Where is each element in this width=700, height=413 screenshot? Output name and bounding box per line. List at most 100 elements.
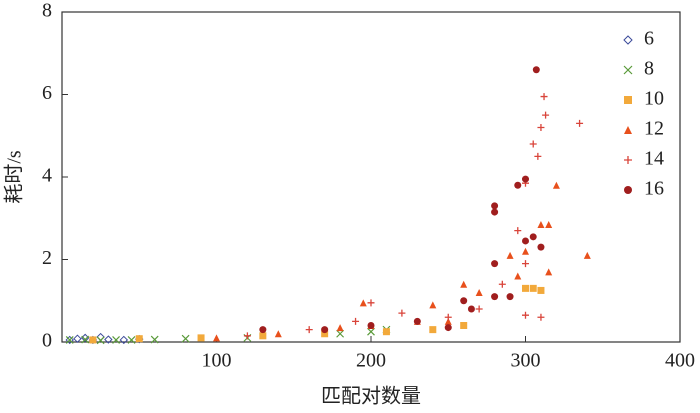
x-tick-label: 400 [665,350,695,372]
point [444,317,452,325]
point [534,152,542,160]
point [540,93,548,101]
point [552,181,560,189]
legend-label: 14 [644,148,664,170]
point [65,335,74,345]
x-axis-label: 匹配对数量 [321,385,421,408]
y-axis-label: 耗时/s [3,150,26,204]
point [506,293,514,301]
y-tick-label: 0 [42,330,52,352]
point [537,220,545,228]
point [429,326,437,334]
point [367,327,375,336]
legend-label: 6 [644,28,654,50]
point [491,202,499,210]
point [96,336,105,345]
point [197,334,205,342]
point [522,260,529,268]
point [522,237,529,245]
point [545,220,553,228]
y-tick-label: 4 [42,165,52,187]
point [367,322,375,329]
point [119,335,129,345]
point [352,317,360,325]
legend-marker [623,65,633,75]
point [460,297,468,305]
y-tick-label: 2 [42,247,52,269]
point [529,233,537,241]
point [336,324,344,332]
point [321,330,329,338]
point [475,305,483,313]
point [181,334,190,343]
legend-marker [624,186,632,194]
point [491,293,499,301]
x-tick-label: 200 [356,350,386,372]
legend-label: 10 [644,88,664,110]
legend-label: 8 [644,58,654,80]
point [398,309,406,317]
point [514,272,522,280]
point [96,332,105,342]
point [444,324,452,332]
legend-marker [623,35,633,45]
point [135,335,143,343]
point [522,284,529,292]
point [429,301,437,309]
point [491,260,499,268]
point [522,247,529,255]
point [529,140,537,148]
point [537,243,545,251]
x-tick-label: 300 [511,350,541,372]
y-tick-label: 8 [42,0,52,22]
point [537,286,545,294]
legend-label: 12 [644,118,664,140]
point [583,251,591,259]
point [359,299,367,307]
point [259,332,267,340]
legend-marker [624,156,632,164]
point [65,336,74,344]
point [475,289,483,296]
point [259,326,267,334]
point [413,317,421,325]
plot-frame [61,11,681,343]
point [542,111,550,119]
legend-marker [624,126,632,134]
point [467,305,475,313]
point [460,280,468,288]
point [382,328,390,336]
point [336,329,345,338]
legend-marker [624,96,632,104]
point [537,313,545,321]
point [491,208,499,216]
point [522,311,529,319]
point [112,336,120,344]
point [305,326,313,334]
point [522,175,529,183]
point [367,299,375,307]
x-tick-label: 100 [202,350,232,372]
point [444,313,452,321]
point [460,322,468,329]
point [81,335,90,344]
point [529,284,537,292]
point [537,124,545,131]
point [127,336,136,344]
point [274,330,282,338]
y-tick-label: 6 [42,82,52,104]
point [545,268,553,276]
point [321,326,329,334]
point [532,66,540,74]
point [514,181,522,189]
point [89,336,97,344]
point [104,335,113,344]
legend-label: 16 [644,178,664,200]
point [576,119,584,127]
point [213,334,220,342]
point [243,332,251,340]
point [73,334,82,343]
point [498,280,506,288]
point [506,251,514,259]
